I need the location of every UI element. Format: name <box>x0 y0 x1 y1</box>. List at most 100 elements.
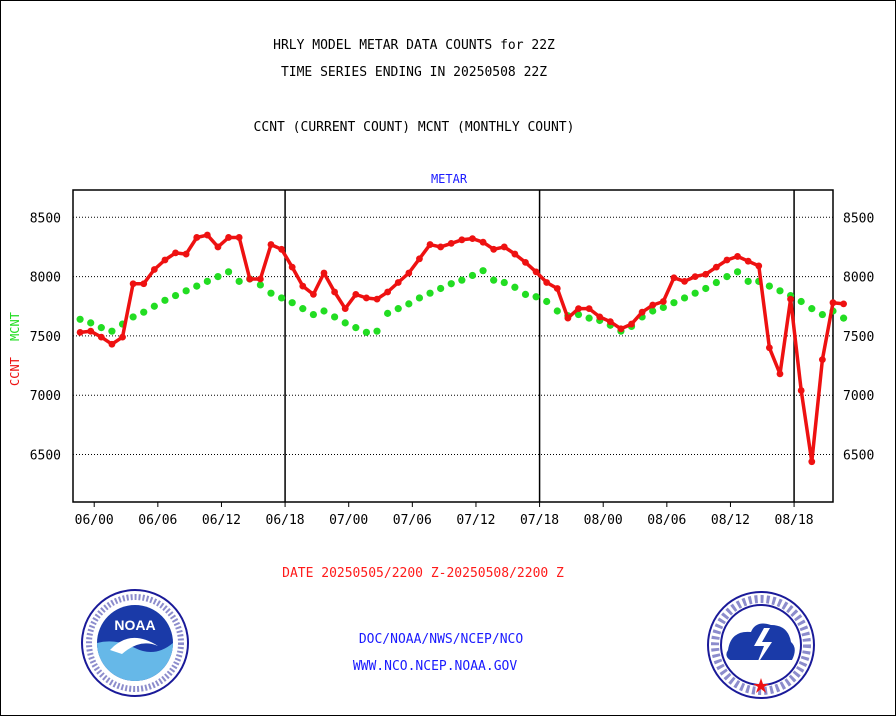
mcnt-point <box>723 273 731 281</box>
ccnt-point <box>352 290 360 298</box>
x-tick-label: 07/06 <box>393 513 432 528</box>
ccnt-point <box>734 253 741 260</box>
mcnt-point <box>309 310 317 319</box>
mcnt-point <box>437 284 445 293</box>
ccnt-point <box>373 295 381 303</box>
mcnt-point <box>320 307 328 315</box>
y-tick-label-right: 7500 <box>843 330 874 345</box>
ccnt-point <box>256 275 264 283</box>
mcnt-point <box>553 307 561 315</box>
mcnt-point <box>797 297 805 306</box>
ccnt-point <box>437 243 445 251</box>
ccnt-point <box>553 285 561 292</box>
ccnt-point <box>341 305 349 313</box>
ccnt-point <box>744 257 752 265</box>
ccnt-point <box>299 282 307 290</box>
mcnt-point <box>702 284 710 293</box>
ccnt-point <box>426 241 434 248</box>
mcnt-point <box>511 283 519 291</box>
ccnt-point <box>606 318 614 326</box>
mcnt-point <box>331 313 339 321</box>
x-tick-label: 06/18 <box>266 513 305 528</box>
ccnt-point <box>129 280 137 288</box>
mcnt-point <box>649 307 657 315</box>
mcnt-point <box>288 299 296 307</box>
ccnt-point <box>278 245 285 253</box>
ccnt-point <box>808 458 816 466</box>
ccnt-point <box>119 333 126 341</box>
org-path-text: DOC/NOAA/NWS/NCEP/NCO <box>358 632 524 647</box>
ccnt-point <box>447 239 455 247</box>
chart-subtitle: TIME SERIES ENDING IN 20250508 22Z <box>280 65 548 80</box>
ccnt-point <box>479 238 487 246</box>
ccnt-point <box>193 234 201 241</box>
mcnt-point <box>680 294 689 302</box>
x-tick-label: 07/00 <box>329 513 368 528</box>
x-tick-label: 08/00 <box>584 513 623 528</box>
mcnt-point <box>765 282 773 290</box>
mcnt-point <box>87 319 95 327</box>
mcnt-point <box>373 327 381 335</box>
mcnt-point <box>458 276 466 284</box>
mcnt-point <box>500 278 508 287</box>
ccnt-point <box>532 268 540 276</box>
noaa-logo: NOAA <box>81 589 189 697</box>
ccnt-point <box>469 235 476 243</box>
mcnt-point <box>235 277 243 285</box>
mcnt-point <box>394 305 402 313</box>
y-tick-label-right: 7000 <box>843 389 874 404</box>
ccnt-point <box>829 299 837 307</box>
mcnt-point <box>479 267 487 275</box>
ccnt-point <box>712 263 720 271</box>
y-tick-label-right: 6500 <box>843 449 874 464</box>
ccnt-point <box>797 387 805 394</box>
ccnt-point <box>765 344 773 352</box>
ccnt-point <box>522 258 529 266</box>
mcnt-point <box>415 294 424 302</box>
ccnt-series-line <box>79 233 844 464</box>
ccnt-point <box>596 313 604 321</box>
ccnt-point <box>172 249 179 257</box>
mcnt-point <box>352 324 360 332</box>
ccnt-point <box>235 234 243 241</box>
ccnt-point <box>490 245 498 253</box>
mcnt-point <box>521 290 530 298</box>
ccnt-point <box>691 273 699 281</box>
y-axis-label-ccnt: CCNT <box>8 357 22 386</box>
ccnt-point <box>87 327 95 335</box>
mcnt-point <box>733 268 742 276</box>
ccnt-point <box>267 241 275 248</box>
ccnt-point <box>225 234 232 241</box>
ccnt-point <box>182 250 190 258</box>
mcnt-point <box>776 287 784 295</box>
ccnt-point <box>723 256 731 264</box>
ccnt-point <box>384 288 392 296</box>
mcnt-point <box>490 276 498 284</box>
ccnt-point <box>575 305 582 313</box>
y-tick-label-left: 7000 <box>30 389 61 404</box>
ccnt-point <box>405 269 413 277</box>
mcnt-point <box>808 305 816 313</box>
mcnt-point <box>140 308 148 316</box>
ccnt-point <box>320 269 328 277</box>
ccnt-point <box>776 370 784 378</box>
mcnt-point <box>691 289 699 297</box>
ccnt-point <box>309 290 317 298</box>
mcnt-point <box>532 293 540 301</box>
mcnt-point <box>670 299 678 307</box>
mcnt-point <box>203 277 211 285</box>
y-tick-label-left: 6500 <box>30 449 61 464</box>
ccnt-point <box>511 250 519 258</box>
mcnt-point <box>267 289 275 297</box>
panel-title: METAR <box>430 172 468 186</box>
ccnt-point <box>416 255 423 263</box>
x-tick-label: 07/12 <box>456 513 495 528</box>
mcnt-point <box>426 289 434 297</box>
ccnt-point <box>628 320 635 328</box>
ccnt-point <box>246 275 254 283</box>
ccnt-point <box>108 340 116 348</box>
x-tick-label: 08/18 <box>775 513 814 528</box>
mcnt-point <box>818 310 826 319</box>
mcnt-point <box>193 282 201 290</box>
